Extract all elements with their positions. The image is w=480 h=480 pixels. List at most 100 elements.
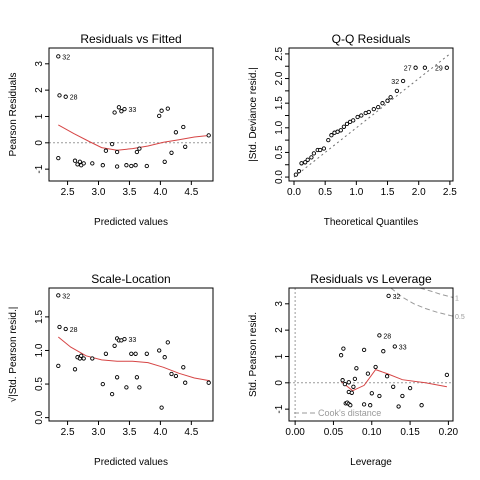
scale-location-point — [181, 365, 186, 370]
resid-leverage-smooth-line — [340, 369, 447, 392]
scale-location-point — [100, 381, 105, 387]
scale-location-x-tick-label: 3.5 — [122, 427, 136, 438]
resid-leverage-x-tick-label: 0.15 — [400, 427, 420, 438]
resid-leverage-cook-curve — [419, 288, 453, 298]
scale-location-x-tick-label: 4.5 — [184, 427, 198, 438]
qq-y-axis-label: |Std. Deviance resid.| — [248, 67, 259, 162]
scale-location-point-label: 28 — [70, 327, 78, 334]
qq-frame — [288, 47, 454, 182]
scale-location-y-tick-label: 1.0 — [34, 343, 45, 357]
scale-location-point — [124, 385, 129, 390]
resid-fitted-point-label: 28 — [70, 95, 78, 102]
qq-point — [318, 147, 323, 153]
resid-fitted-point-label: 33 — [129, 107, 137, 114]
resid-fitted-y-tick-label: 0 — [34, 140, 45, 146]
resid-fitted-point — [75, 162, 80, 167]
scale-location-x-tick-label: 2.5 — [61, 427, 75, 438]
resid-leverage-point — [348, 403, 353, 408]
resid-fitted-point — [129, 163, 134, 169]
resid-leverage-point — [384, 374, 390, 379]
qq-point — [380, 101, 385, 106]
scale-location-title: Scale-Location — [91, 272, 170, 286]
resid-leverage-y-axis-label: Std. Pearson resid. — [248, 312, 259, 397]
resid-leverage-y-tick-label: 1 — [274, 353, 285, 359]
scale-location-point — [63, 326, 68, 332]
scale-location-y-axis-label: √|Std. Pearson resid.| — [7, 307, 19, 403]
qq-point — [400, 78, 406, 84]
resid-fitted-point — [181, 124, 186, 130]
resid-fitted-point — [114, 164, 120, 169]
scale-location-point — [129, 351, 134, 356]
qq-point — [311, 151, 317, 156]
resid-leverage-point — [400, 393, 405, 399]
resid-leverage-point — [346, 380, 351, 385]
scale-location-point — [134, 375, 140, 380]
scale-location-point — [56, 363, 61, 369]
scale-location-point — [122, 336, 127, 342]
resid-fitted-point — [56, 155, 61, 161]
resid-leverage-point — [361, 402, 367, 407]
qq-reference-line — [293, 53, 451, 178]
resid-leverage-point-label: 28 — [383, 333, 391, 340]
resid-fitted-x-tick-label: 2.5 — [61, 187, 75, 198]
qq-point — [371, 106, 376, 112]
qq-point — [329, 133, 334, 138]
resid-fitted-frame — [48, 47, 214, 182]
resid-fitted-x-tick-label: 4.5 — [184, 187, 198, 198]
resid-leverage-cook-level-label: 0.5 — [455, 314, 465, 321]
resid-leverage-point — [361, 347, 367, 353]
qq-y-tick-label: 2.5 — [274, 47, 285, 61]
resid-leverage-x-tick-label: 0.20 — [439, 427, 459, 438]
resid-fitted-y-tick-label: 2 — [34, 87, 45, 93]
resid-fitted-point — [183, 144, 188, 149]
resid-leverage-point — [352, 376, 358, 382]
qq-point — [385, 98, 390, 103]
resid-leverage-point — [381, 349, 386, 354]
resid-fitted-point — [144, 163, 149, 169]
scale-location-point — [144, 351, 149, 356]
scale-location-point — [112, 343, 117, 348]
qq-point — [344, 121, 350, 127]
qq-point — [376, 104, 381, 110]
qq-x-tick-label: 0.5 — [318, 187, 332, 198]
qq-y-tick-label: 1.0 — [274, 120, 285, 134]
qq-y-tick-label: 1.5 — [274, 96, 285, 110]
qq-x-axis-label: Theoretical Quantiles — [324, 217, 419, 228]
scale-location-x-tick-label: 3.0 — [92, 427, 106, 438]
scale-location-point — [206, 380, 211, 385]
scale-location-point — [169, 371, 174, 377]
resid-leverage-point — [377, 393, 382, 399]
scale-location-point-label: 32 — [62, 293, 70, 300]
resid-fitted-x-tick-label: 4.0 — [153, 187, 167, 198]
scale-location-x-tick-label: 4.0 — [153, 427, 167, 438]
resid-leverage-x-tick-label: 0.05 — [324, 427, 344, 438]
qq-point — [444, 65, 449, 70]
resid-fitted-point — [159, 108, 164, 113]
resid-leverage-point — [386, 293, 391, 299]
scale-location-smooth-line — [57, 336, 210, 382]
resid-fitted-point — [103, 148, 109, 153]
qq-title: Q-Q Residuals — [332, 32, 411, 46]
resid-leverage-point — [354, 366, 359, 371]
resid-leverage-cook-curve — [390, 288, 453, 317]
resid-fitted-point-label: 32 — [62, 54, 70, 61]
resid-fitted-point — [162, 159, 167, 164]
scale-location-point — [183, 380, 188, 385]
resid-fitted-x-tick-label: 3.0 — [92, 187, 106, 198]
resid-leverage-point — [369, 391, 374, 396]
resid-fitted-y-tick-label: -1 — [34, 164, 45, 173]
resid-leverage-point — [338, 353, 344, 358]
resid-fitted-point — [173, 130, 179, 135]
qq-point — [351, 118, 356, 123]
qq-point — [299, 161, 304, 166]
resid-fitted-point — [109, 141, 115, 147]
qq-point-label: 27 — [404, 66, 412, 73]
qq-point — [359, 113, 364, 118]
scale-location-y-tick-label: 0.0 — [34, 410, 45, 424]
resid-fitted-point — [124, 163, 129, 168]
resid-fitted-y-axis-label: Pearson Residuals — [8, 73, 19, 157]
qq-x-tick-label: 2.0 — [412, 187, 426, 198]
resid-fitted-y-tick-label: 3 — [34, 61, 45, 67]
resid-leverage-point-label: 32 — [393, 294, 401, 301]
